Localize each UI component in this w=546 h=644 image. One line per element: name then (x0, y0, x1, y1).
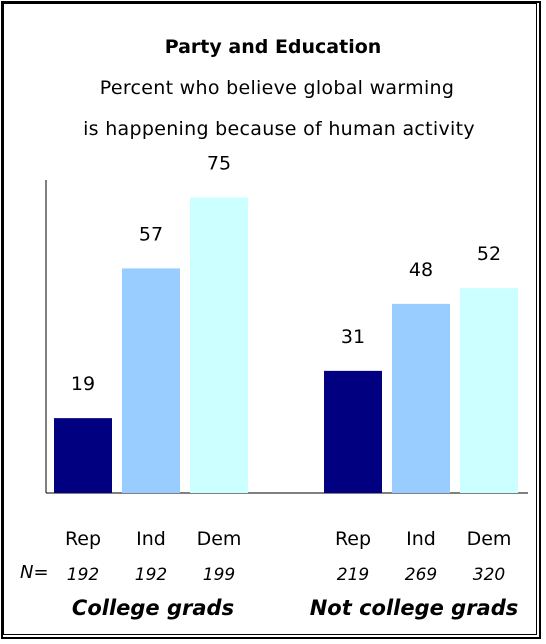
n-value-g1-dem: 199 (203, 565, 235, 585)
value-label-g1-rep: 19 (71, 373, 95, 395)
value-label-g2-ind: 48 (409, 259, 433, 281)
bar-g1-rep (54, 418, 112, 493)
chart-subtitle-line-2: is happening because of human activity (83, 118, 475, 140)
value-label-g1-dem: 75 (207, 153, 231, 175)
n-value-g2-rep: 219 (337, 565, 369, 585)
group-label-not-college-grads: Not college grads (309, 596, 519, 620)
bar-g2-dem (460, 288, 518, 493)
category-label-g2-dem: Dem (467, 528, 512, 550)
category-label-g2-ind: Ind (406, 528, 436, 550)
n-value-g2-ind: 269 (405, 565, 437, 585)
chart-inner-border (3, 3, 537, 635)
n-prefix-label: N= (20, 562, 49, 583)
category-label-g1-ind: Ind (136, 528, 166, 550)
value-label-g1-ind: 57 (139, 223, 163, 245)
category-label-g2-rep: Rep (335, 528, 371, 550)
chart-outer-border (1, 1, 541, 639)
bar-g1-dem (190, 197, 248, 493)
value-label-g2-rep: 31 (341, 326, 365, 348)
category-label-g1-rep: Rep (65, 528, 101, 550)
chart-subtitle-line-1: Percent who believe global warming (99, 77, 455, 99)
bar-g2-rep (324, 370, 382, 493)
bar-g2-ind (392, 303, 450, 493)
bar-g1-ind (122, 268, 180, 493)
value-label-g2-dem: 52 (477, 243, 501, 265)
group-label-college-grads: College grads (71, 596, 235, 620)
n-value-g1-rep: 192 (67, 565, 99, 585)
n-value-g1-ind: 192 (135, 565, 167, 585)
category-label-g1-dem: Dem (197, 528, 242, 550)
chart-title: Party and Education (164, 36, 382, 58)
n-value-g2-dem: 320 (473, 565, 505, 585)
